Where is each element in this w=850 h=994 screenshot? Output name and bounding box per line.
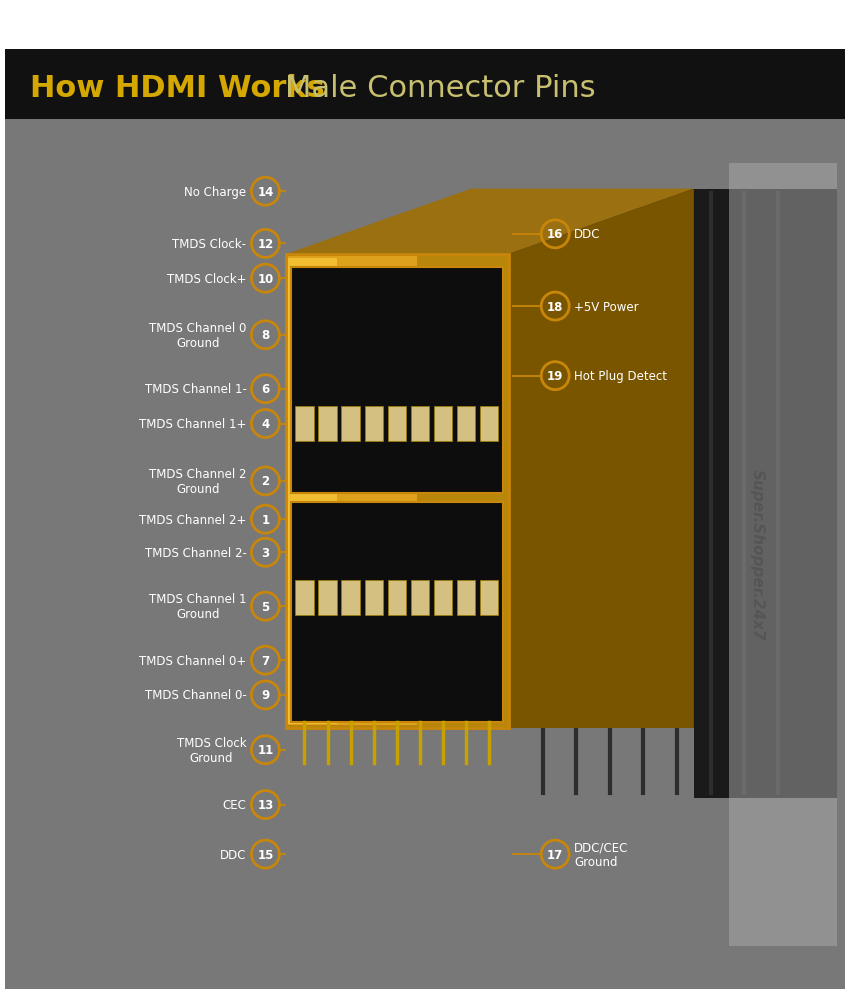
Text: CEC: CEC bbox=[223, 798, 246, 811]
Text: 13: 13 bbox=[258, 798, 274, 811]
Text: 19: 19 bbox=[547, 370, 564, 383]
Text: 5: 5 bbox=[261, 600, 269, 613]
FancyBboxPatch shape bbox=[295, 580, 314, 615]
FancyBboxPatch shape bbox=[434, 407, 452, 441]
Text: 12: 12 bbox=[258, 238, 274, 250]
Text: 8: 8 bbox=[261, 329, 269, 342]
Text: TMDS Channel 2
Ground: TMDS Channel 2 Ground bbox=[149, 467, 246, 495]
Text: TMDS Channel 0+: TMDS Channel 0+ bbox=[139, 654, 246, 667]
FancyBboxPatch shape bbox=[5, 50, 845, 120]
Text: 1: 1 bbox=[261, 513, 269, 526]
Text: Hot Plug Detect: Hot Plug Detect bbox=[575, 370, 667, 383]
Text: TMDS Channel 1
Ground: TMDS Channel 1 Ground bbox=[149, 592, 246, 620]
Polygon shape bbox=[286, 254, 509, 729]
Text: No Charge: No Charge bbox=[184, 186, 246, 199]
Text: DDC/CEC
Ground: DDC/CEC Ground bbox=[575, 840, 628, 869]
Text: TMDS Channel 2-: TMDS Channel 2- bbox=[144, 547, 246, 560]
FancyBboxPatch shape bbox=[411, 580, 429, 615]
Text: 10: 10 bbox=[258, 272, 274, 285]
FancyBboxPatch shape bbox=[318, 407, 337, 441]
FancyBboxPatch shape bbox=[480, 580, 498, 615]
Text: 16: 16 bbox=[547, 228, 564, 242]
Text: DDC: DDC bbox=[220, 848, 246, 861]
FancyBboxPatch shape bbox=[480, 407, 498, 441]
Text: How HDMI Works: How HDMI Works bbox=[30, 74, 325, 103]
Text: 2: 2 bbox=[261, 475, 269, 488]
Text: 17: 17 bbox=[547, 848, 564, 861]
Polygon shape bbox=[509, 190, 694, 729]
Text: 4: 4 bbox=[261, 417, 269, 430]
FancyBboxPatch shape bbox=[729, 163, 836, 945]
FancyBboxPatch shape bbox=[845, 0, 850, 994]
Text: Male Connector Pins: Male Connector Pins bbox=[285, 74, 596, 103]
FancyBboxPatch shape bbox=[365, 580, 383, 615]
Text: 11: 11 bbox=[258, 744, 274, 756]
FancyBboxPatch shape bbox=[0, 0, 850, 50]
FancyBboxPatch shape bbox=[411, 407, 429, 441]
Polygon shape bbox=[286, 259, 337, 724]
Text: 3: 3 bbox=[261, 547, 269, 560]
Text: TMDS Clock-: TMDS Clock- bbox=[173, 238, 246, 250]
Polygon shape bbox=[291, 502, 503, 723]
Text: TMDS Channel 0
Ground: TMDS Channel 0 Ground bbox=[149, 321, 246, 350]
Polygon shape bbox=[286, 190, 694, 254]
FancyBboxPatch shape bbox=[434, 580, 452, 615]
FancyBboxPatch shape bbox=[5, 120, 845, 989]
FancyBboxPatch shape bbox=[342, 580, 360, 615]
Text: +5V Power: +5V Power bbox=[575, 300, 639, 313]
Polygon shape bbox=[291, 267, 503, 494]
FancyBboxPatch shape bbox=[0, 989, 850, 994]
Text: TMDS Clock
Ground: TMDS Clock Ground bbox=[177, 736, 246, 764]
FancyBboxPatch shape bbox=[388, 407, 406, 441]
Text: Super.Shopper.24x7: Super.Shopper.24x7 bbox=[750, 469, 764, 640]
Text: 9: 9 bbox=[261, 689, 269, 702]
FancyBboxPatch shape bbox=[318, 580, 337, 615]
Polygon shape bbox=[286, 257, 416, 726]
FancyBboxPatch shape bbox=[457, 580, 475, 615]
FancyBboxPatch shape bbox=[295, 407, 314, 441]
Polygon shape bbox=[471, 190, 836, 798]
Text: 18: 18 bbox=[547, 300, 564, 313]
Text: 14: 14 bbox=[258, 186, 274, 199]
FancyBboxPatch shape bbox=[342, 407, 360, 441]
Text: 15: 15 bbox=[258, 848, 274, 861]
FancyBboxPatch shape bbox=[457, 407, 475, 441]
Text: 7: 7 bbox=[261, 654, 269, 667]
Text: 6: 6 bbox=[261, 383, 269, 396]
Text: TMDS Channel 1-: TMDS Channel 1- bbox=[144, 383, 246, 396]
Text: TMDS Clock+: TMDS Clock+ bbox=[167, 272, 246, 285]
Text: DDC: DDC bbox=[575, 228, 601, 242]
Text: TMDS Channel 0-: TMDS Channel 0- bbox=[144, 689, 246, 702]
FancyBboxPatch shape bbox=[388, 580, 406, 615]
Text: TMDS Channel 2+: TMDS Channel 2+ bbox=[139, 513, 246, 526]
Text: TMDS Channel 1+: TMDS Channel 1+ bbox=[139, 417, 246, 430]
FancyBboxPatch shape bbox=[0, 0, 5, 994]
FancyBboxPatch shape bbox=[365, 407, 383, 441]
